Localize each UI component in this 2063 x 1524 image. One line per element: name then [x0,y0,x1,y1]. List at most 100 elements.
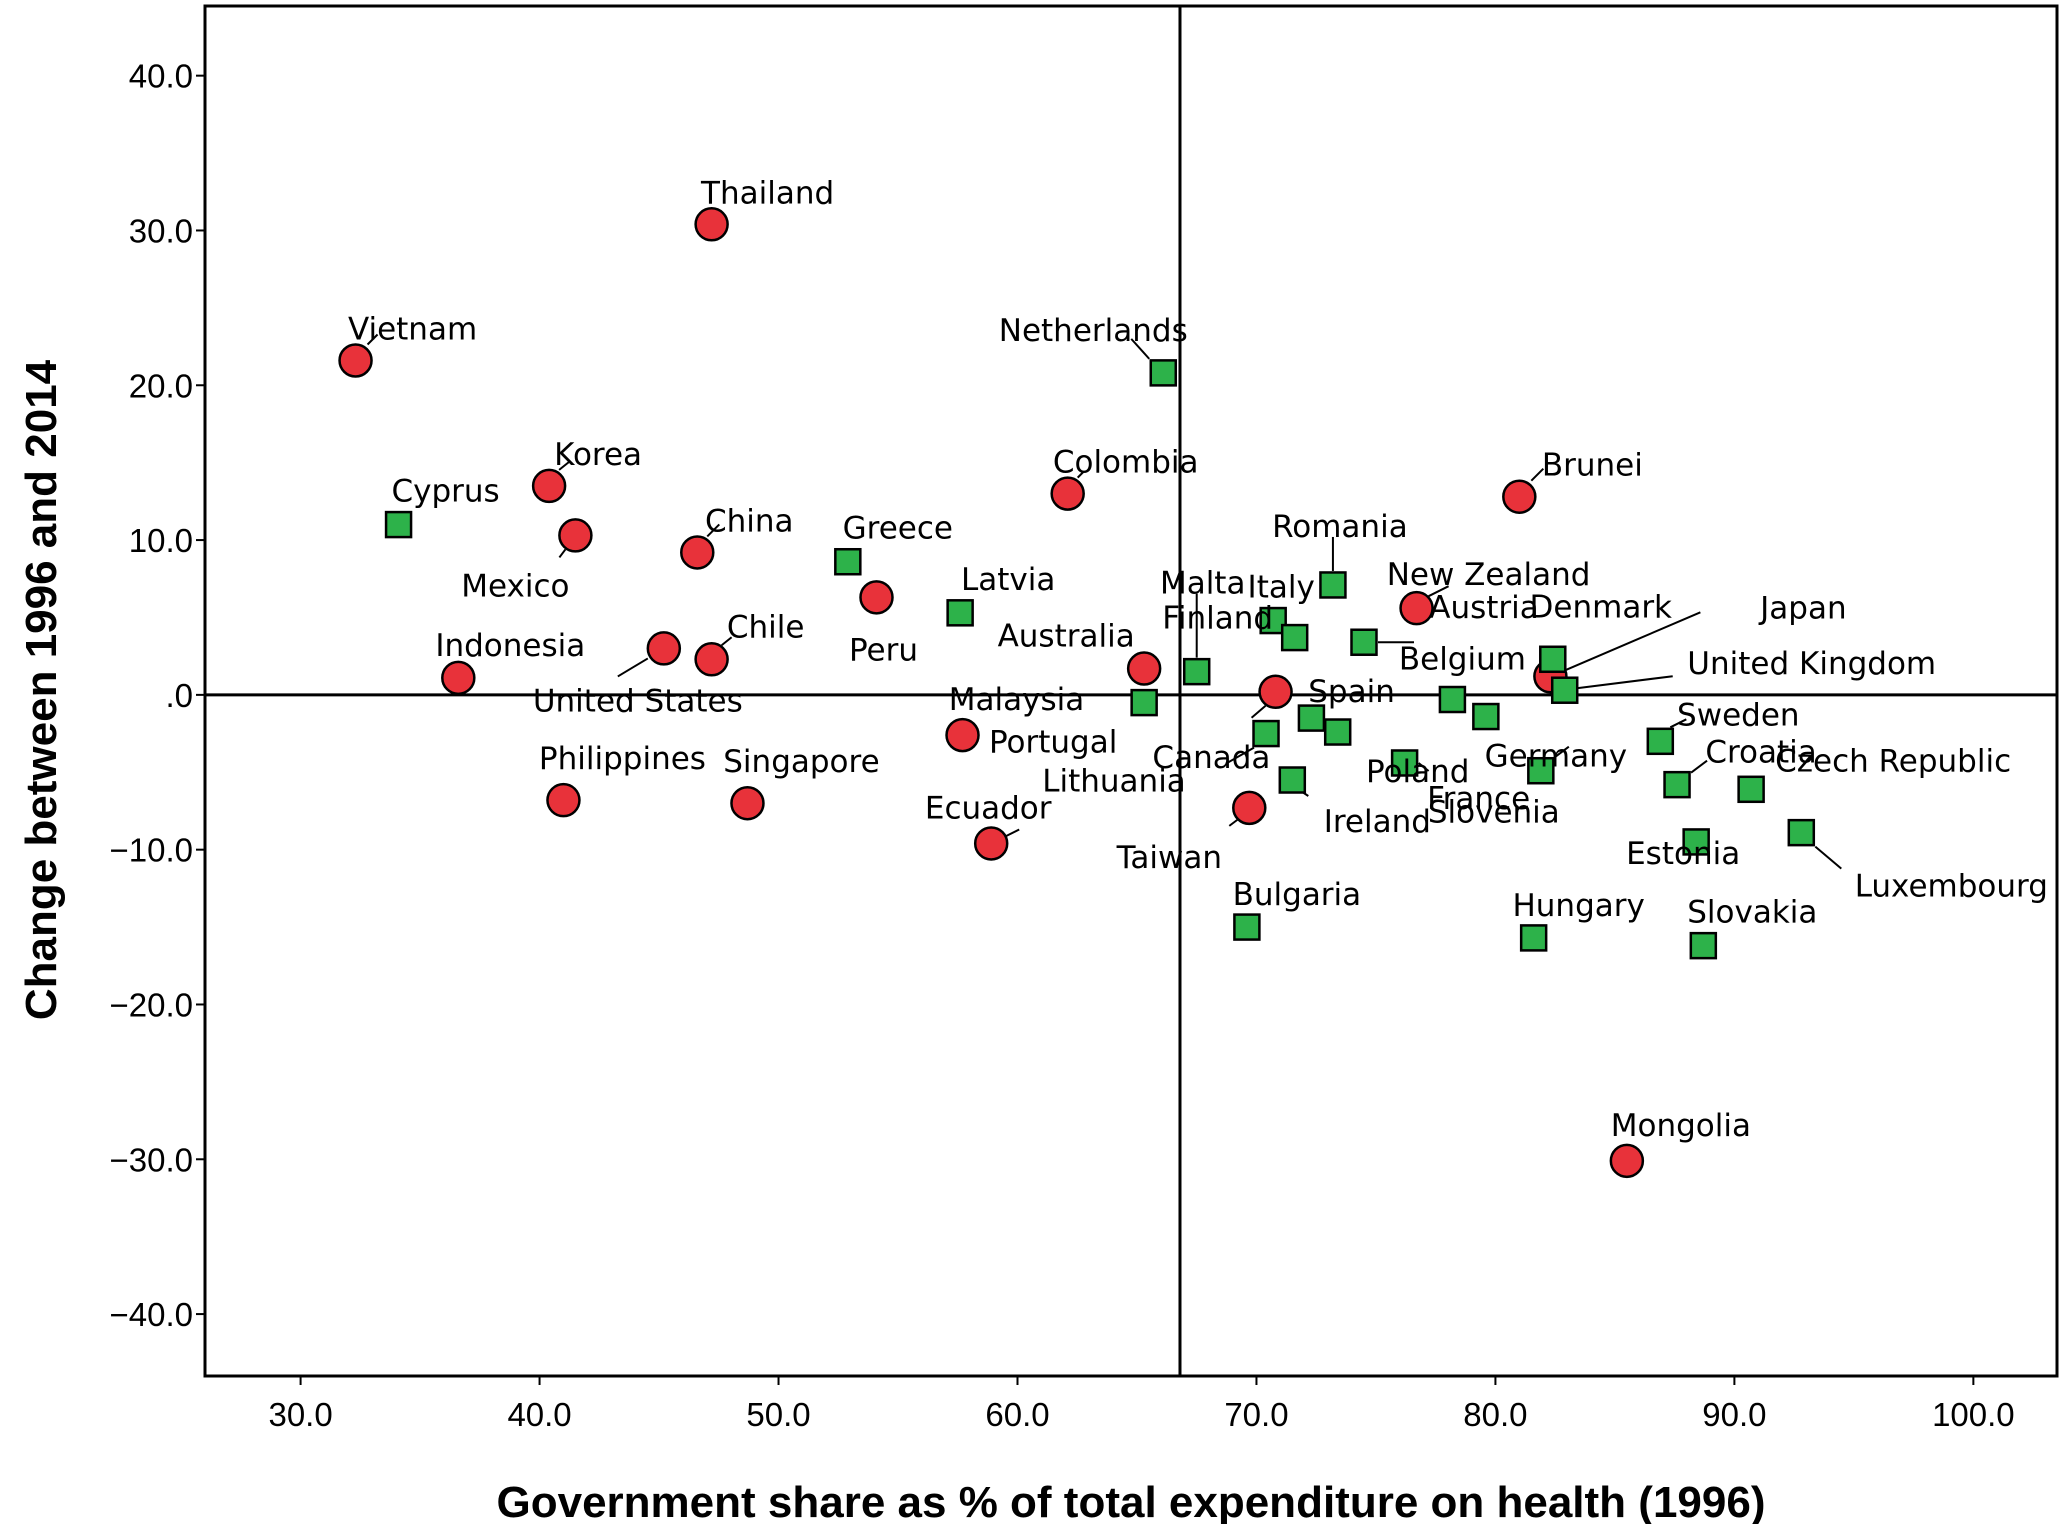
leader-korea [558,461,570,471]
label-canada: Canada [1152,740,1270,776]
y-tick-label: −30.0 [110,1141,194,1178]
leader-mexico [558,548,567,559]
marker-ireland [1278,766,1307,794]
leader-lithuania [1225,746,1255,765]
label-united-kingdom: United Kingdom [1687,646,1936,682]
y-tick-label: 20.0 [129,367,193,404]
marker-taiwan [1232,790,1267,826]
label-greece: Greece [843,511,953,547]
marker-estonia [1682,828,1710,856]
marker-sweden [1646,727,1675,756]
y-axis-ticks: 40.0 30.0 20.0 10.0 .0 −10.0 −20.0 −30.0 −40.0 [110,58,205,1333]
marker-united-kingdom [1550,676,1579,704]
y-tick-label: .0 [165,677,193,714]
leader-france [1417,762,1430,772]
marker-france [1390,749,1419,777]
leader-brunei [1530,468,1545,482]
label-philippines: Philippines [539,741,706,777]
y-axis-title: Change between 1996 and 2014 [17,359,66,1020]
label-czech-republic: Czech Republic [1775,743,2011,779]
marker-vietnam [338,343,373,378]
leader-united-kingdom [1576,675,1673,690]
label-vietnam: Vietnam [348,311,477,347]
marker-latvia [946,599,974,627]
label-hungary: Hungary [1512,888,1644,924]
marker-bulgaria [1233,913,1261,941]
label-finland: Finland [1162,601,1273,637]
leader-luxembourg [1814,845,1842,870]
marker-malaysia [945,717,980,753]
label-chile: Chile [727,609,805,645]
label-belgium: Belgium [1399,642,1526,678]
marker-luxembourg [1787,818,1816,847]
label-mexico: Mexico [461,568,569,604]
x-tick-label: 90.0 [1702,1396,1766,1433]
leader-colombia [1076,470,1085,479]
marker-germany [1472,702,1500,731]
y-tick-label: −20.0 [110,986,194,1023]
label-italy: Italy [1248,570,1315,606]
label-singapore: Singapore [723,744,879,780]
label-lithuania: Lithuania [1042,764,1186,800]
marker-china [680,535,715,570]
leader-china [706,523,720,538]
marker-slovakia [1689,931,1718,960]
label-mongolia: Mongolia [1611,1108,1751,1144]
marker-romania [1319,571,1347,599]
label-latvia: Latvia [961,562,1055,598]
label-slovenia: Slovenia [1428,795,1560,831]
marker-ecuador [973,826,1009,861]
label-united-states: United States [533,683,743,719]
marker-croatia [1663,770,1691,799]
marker-brunei [1502,479,1537,514]
leader-croatia [1690,759,1708,774]
leader-taiwan [1228,819,1238,827]
label-netherlands: Netherlands [999,313,1188,349]
y-tick-label: −10.0 [110,832,194,869]
marker-chile [694,642,729,677]
leader-netherlands [1130,338,1151,360]
marker-indonesia [441,660,476,696]
label-spain: Spain [1308,674,1395,710]
label-taiwan: Taiwan [1116,840,1222,876]
marker-thailand [694,207,729,242]
label-slovakia: Slovakia [1687,895,1817,931]
label-japan: Japan [1758,590,1846,626]
marker-mexico [558,518,593,553]
label-malaysia: Malaysia [949,682,1084,718]
x-tick-label: 30.0 [268,1396,332,1433]
label-ireland: Ireland [1324,804,1431,840]
label-germany: Germany [1485,739,1627,775]
marker-denmark [1539,645,1567,674]
marker-hungary [1519,924,1548,952]
label-poland: Poland [1366,754,1470,790]
y-tick-label: −40.0 [110,1296,194,1333]
leader-chile [720,636,733,647]
x-tick-label: 70.0 [1224,1396,1288,1433]
marker-peru [859,580,894,615]
label-china: China [705,503,794,539]
leader-lines [366,333,1842,870]
marker-malta [1182,657,1211,686]
x-axis-title: Government share as % of total expenditu… [497,1478,1766,1524]
marker-netherlands [1149,359,1178,387]
label-brunei: Brunei [1542,448,1643,484]
marker-austria [1350,628,1378,656]
label-thailand: Thailand [700,175,834,211]
label-cyprus: Cyprus [391,474,499,510]
marker-spain [1258,674,1293,710]
marker-united-states [646,631,682,666]
x-tick-label: 80.0 [1463,1396,1527,1433]
label-denmark: Denmark [1530,589,1673,625]
marker-lithuania [1252,719,1280,748]
label-new-zealand: New Zealand [1387,557,1591,593]
label-sweden: Sweden [1677,697,1800,733]
label-australia: Australia [998,619,1135,655]
x-tick-label: 60.0 [985,1396,1049,1433]
label-croatia: Croatia [1705,735,1816,771]
label-peru: Peru [849,632,918,668]
label-malta: Malta [1160,566,1246,602]
marker-poland [1323,718,1352,746]
y-tick-label: 30.0 [129,212,193,249]
label-indonesia: Indonesia [435,628,585,664]
